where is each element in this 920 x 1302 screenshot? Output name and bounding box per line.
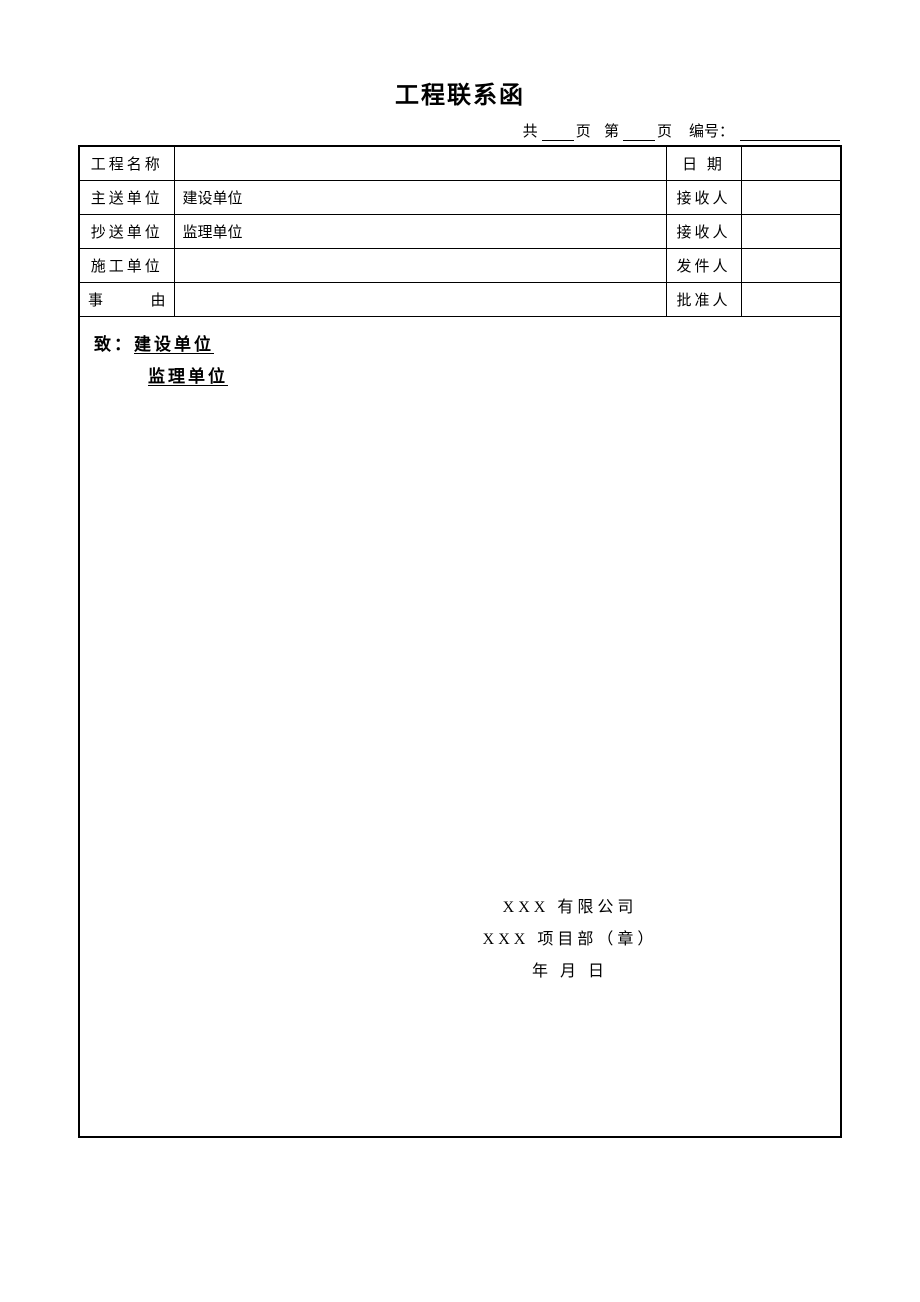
receiver1-value [741,181,841,215]
to-line-1: 致：建设单位 [94,329,826,361]
table-row: 事 由 批准人 [79,283,841,317]
construction-unit-label: 施工单位 [79,249,174,283]
table-row: 抄送单位 监理单位 接收人 [79,215,841,249]
subject-label: 事 由 [79,283,174,317]
to-prefix: 致： [94,335,134,354]
date-label: 日 期 [666,146,741,181]
main-form-table: 工程名称 日 期 主送单位 建设单位 接收人 抄送单位 监理单位 接收人 施工单… [78,145,842,1138]
signature-block: XXX 有限公司 XXX 项目部（章） 年 月 日 [80,892,840,988]
main-recipient-label: 主送单位 [79,181,174,215]
subject-value [174,283,666,317]
document-title: 工程联系函 [78,75,842,110]
approver-label: 批准人 [666,283,741,317]
gong-label: 共 [523,124,538,140]
receiver1-label: 接收人 [666,181,741,215]
body-content: 致：建设单位 监理单位 XXX 有限公司 XXX 项目部（章） 年 月 日 [80,317,840,1136]
cc-recipient-label: 抄送单位 [79,215,174,249]
signature-department: XXX 项目部（章） [440,924,700,956]
di-label: 第 [604,124,619,140]
total-pages-blank [542,125,574,141]
ye1-label: 页 [576,124,591,140]
ye2-label: 页 [657,124,672,140]
main-recipient-value: 建设单位 [174,181,666,215]
addressee-1: 建设单位 [134,335,214,354]
date-value [741,146,841,181]
signature-company: XXX 有限公司 [440,892,700,924]
table-row: 工程名称 日 期 [79,146,841,181]
signature-date: 年 月 日 [440,956,700,988]
approver-value [741,283,841,317]
project-name-value [174,146,666,181]
sender-value [741,249,841,283]
project-name-label: 工程名称 [79,146,174,181]
receiver2-label: 接收人 [666,215,741,249]
body-row: 致：建设单位 监理单位 XXX 有限公司 XXX 项目部（章） 年 月 日 [79,317,841,1137]
sender-label: 发件人 [666,249,741,283]
body-cell: 致：建设单位 监理单位 XXX 有限公司 XXX 项目部（章） 年 月 日 [79,317,841,1137]
addressee-2: 监理单位 [148,367,228,386]
construction-unit-value [174,249,666,283]
receiver2-value [741,215,841,249]
table-row: 主送单位 建设单位 接收人 [79,181,841,215]
cc-recipient-value: 监理单位 [174,215,666,249]
page-container: 工程联系函 共页 第页 编号： 工程名称 日 期 主送单位 建设单位 接收人 抄… [0,0,920,1138]
bianhao-blank [740,125,840,141]
table-row: 施工单位 发件人 [79,249,841,283]
current-page-blank [623,125,655,141]
to-line-2: 监理单位 [94,361,826,393]
bianhao-label: 编号： [689,124,734,140]
pagination-line: 共页 第页 编号： [78,120,842,141]
